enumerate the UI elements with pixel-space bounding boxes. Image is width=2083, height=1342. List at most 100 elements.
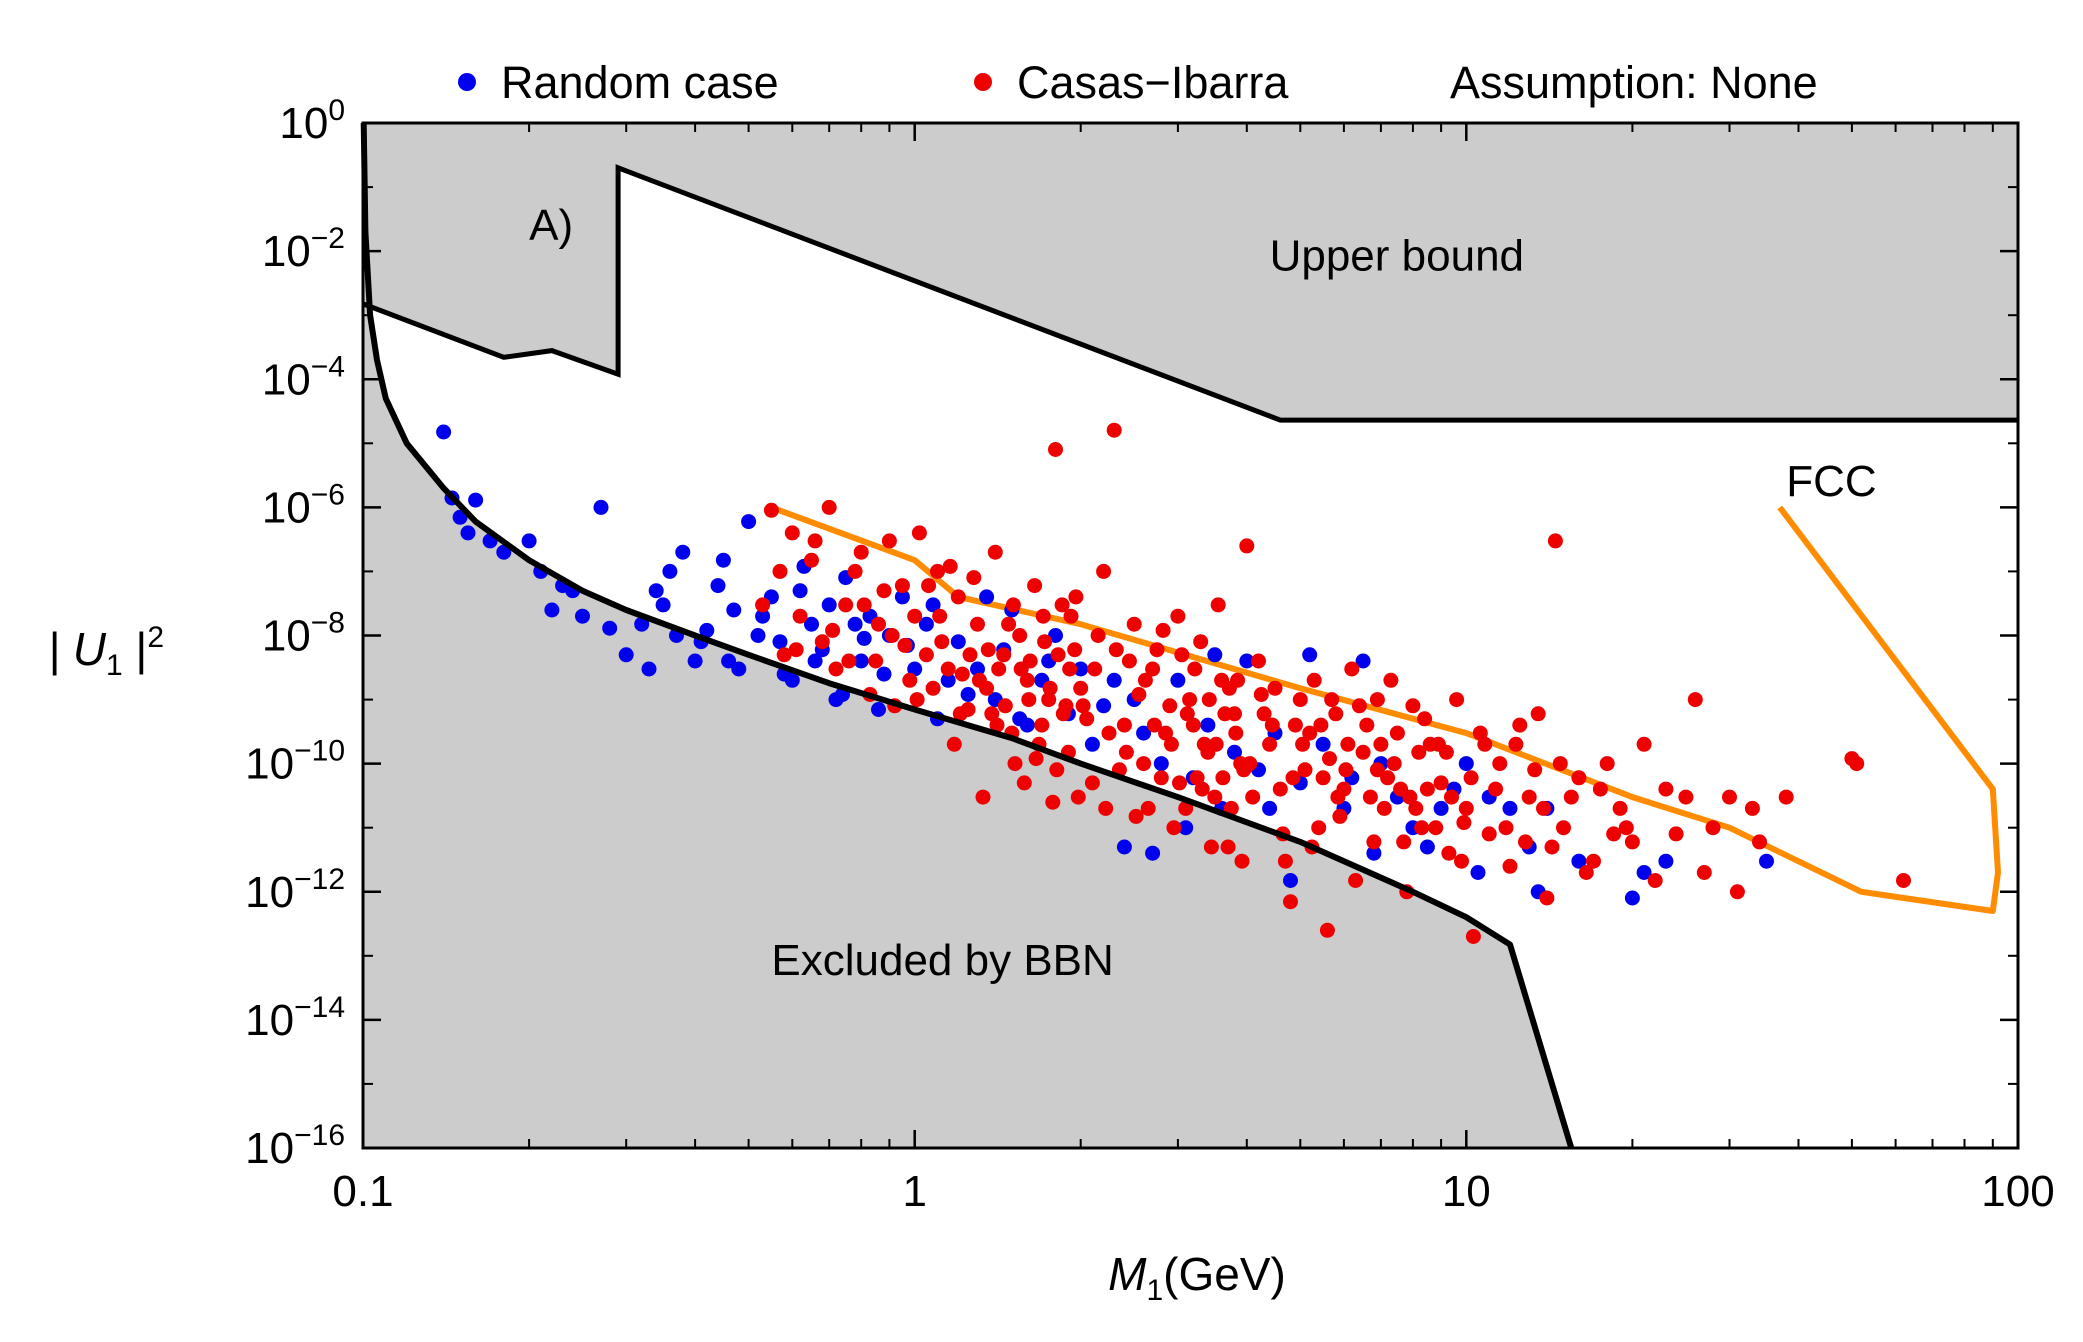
x-axis-title: M1(GeV) <box>1108 1248 1286 1307</box>
shaded-regions <box>363 123 2018 1148</box>
random-case-point-0 <box>436 424 452 440</box>
casas-ibarra-point-38 <box>1162 698 1178 714</box>
casas-ibarra-point-136 <box>1101 725 1117 741</box>
random-case-point-4 <box>468 492 484 508</box>
y-tick-label: 100 <box>279 94 345 148</box>
x-tick-label: 100 <box>1981 1167 2054 1216</box>
casas-ibarra-point-92 <box>1668 826 1684 842</box>
casas-ibarra-point-154 <box>1245 789 1261 805</box>
casas-ibarra-point-36 <box>1145 661 1161 677</box>
casas-ibarra-point-9 <box>907 608 923 624</box>
y-tick-base: 10 <box>262 612 311 661</box>
casas-ibarra-point-22 <box>1027 578 1043 594</box>
region-a-label: A) <box>529 201 573 250</box>
casas-ibarra-point-76 <box>1492 756 1508 772</box>
casas-ibarra-point-262 <box>1444 789 1459 805</box>
random-case-point-87 <box>1502 800 1518 816</box>
random-case-point-43 <box>894 589 910 605</box>
random-case-point-6 <box>496 544 512 560</box>
casas-ibarra-point-106 <box>792 608 808 624</box>
casas-ibarra-point-231 <box>1172 775 1187 791</box>
random-case-point-13 <box>593 499 609 515</box>
casas-ibarra-point-141 <box>1149 642 1165 658</box>
y-tick-base: 10 <box>245 740 294 789</box>
random-case-point-23 <box>710 578 726 594</box>
casas-ibarra-point-149 <box>1210 597 1226 613</box>
casas-ibarra-point-25 <box>1048 442 1063 457</box>
casas-ibarra-point-17 <box>987 544 1003 560</box>
casas-ibarra-point-172 <box>1417 711 1433 727</box>
casas-ibarra-point-241 <box>1242 756 1258 772</box>
casas-ibarra-point-90 <box>1647 873 1663 888</box>
region-labels: Excluded by BBN Upper bound A) FCC <box>529 201 1877 985</box>
casas-ibarra-point-11 <box>930 563 945 579</box>
casas-ibarra-point-64 <box>1383 672 1399 688</box>
casas-ibarra-point-108 <box>828 661 844 677</box>
casas-ibarra-point-190 <box>1618 820 1634 836</box>
casas-ibarra-point-191 <box>755 597 771 613</box>
casas-ibarra-point-193 <box>788 642 804 658</box>
random-case-point-68 <box>1227 744 1242 760</box>
casas-ibarra-point-192 <box>772 563 788 579</box>
axis-ticks: 0.1 1 10 10010010−210−410−610−810−1010−1210… <box>245 94 2055 1216</box>
casas-ibarra-point-228 <box>1146 717 1162 733</box>
casas-ibarra-point-40 <box>1178 800 1194 816</box>
casas-ibarra-point-95 <box>1696 865 1712 880</box>
casas-ibarra-point-232 <box>1179 706 1195 722</box>
casas-ibarra-point-26 <box>1054 597 1070 613</box>
casas-ibarra-point-80 <box>1530 706 1546 722</box>
casas-ibarra-point-60 <box>1344 661 1360 677</box>
random-case-point-111 <box>1012 711 1028 727</box>
casas-ibarra-point-49 <box>1239 538 1255 554</box>
y-tick-label: 10−4 <box>262 350 345 404</box>
casas-ibarra-point-113 <box>902 672 918 688</box>
casas-ibarra-point-240 <box>1234 853 1250 869</box>
random-case-point-44 <box>907 661 923 677</box>
casas-ibarra-point-73 <box>1465 929 1481 944</box>
casas-ibarra-point-206 <box>962 647 978 663</box>
legend-label-2: Assumption: None <box>1450 57 1818 108</box>
casas-ibarra-point-119 <box>966 570 982 586</box>
scatter-points <box>436 422 1911 944</box>
casas-ibarra-point-15 <box>970 616 985 632</box>
casas-ibarra-point-203 <box>932 608 948 624</box>
random-case-point-118 <box>1302 647 1318 663</box>
casas-ibarra-point-157 <box>1277 853 1293 869</box>
casas-ibarra-point-118 <box>954 666 970 682</box>
random-case-point-26 <box>731 661 747 677</box>
casas-ibarra-point-124 <box>1007 756 1023 772</box>
casas-ibarra-point-167 <box>1369 692 1385 708</box>
casas-ibarra-point-54 <box>1292 692 1308 708</box>
casas-ibarra-point-147 <box>1196 736 1212 752</box>
casas-ibarra-point-163 <box>1332 808 1348 824</box>
casas-ibarra-point-114 <box>911 525 927 541</box>
y-tick-exponent: −2 <box>311 222 345 255</box>
random-case-point-15 <box>618 647 634 663</box>
casas-ibarra-point-217 <box>1049 762 1065 778</box>
casas-ibarra-point-220 <box>1068 589 1084 605</box>
casas-ibarra-point-35 <box>1136 756 1152 772</box>
casas-ibarra-point-194 <box>807 533 823 549</box>
random-case-point-22 <box>699 622 715 638</box>
casas-ibarra-point-135 <box>1090 628 1106 643</box>
casas-ibarra-point-245 <box>1285 770 1301 786</box>
casas-ibarra-point-32 <box>1106 422 1122 438</box>
random-case-point-119 <box>1366 845 1382 861</box>
casas-ibarra-point-146 <box>1189 770 1205 786</box>
random-case-point-41 <box>871 702 886 717</box>
casas-ibarra-point-0 <box>763 502 779 518</box>
y-tick-exponent: −8 <box>311 607 345 640</box>
y-tick-base: 10 <box>245 996 294 1045</box>
casas-ibarra-point-198 <box>871 616 886 632</box>
y-axis-title: | U1 |2 <box>48 621 164 682</box>
y-tick-label: 10−14 <box>245 991 345 1045</box>
casas-ibarra-point-176 <box>1463 770 1479 786</box>
casas-ibarra-point-187 <box>1578 865 1594 880</box>
casas-ibarra-point-4 <box>838 597 854 613</box>
casas-ibarra-point-242 <box>1253 687 1269 702</box>
casas-ibarra-point-175 <box>1454 853 1469 869</box>
random-case-point-105 <box>856 630 872 646</box>
casas-ibarra-point-226 <box>1128 808 1144 824</box>
casas-ibarra-point-140 <box>1140 800 1156 816</box>
random-case-point-81 <box>1419 839 1435 855</box>
